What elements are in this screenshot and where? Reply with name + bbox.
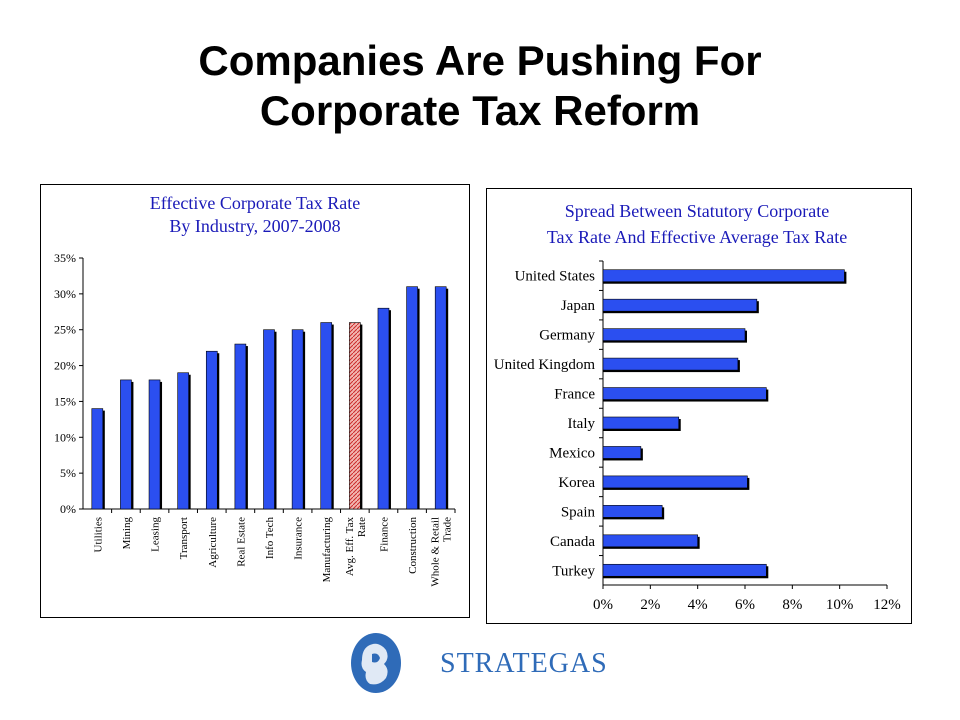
left-category-label: Finance xyxy=(378,517,390,552)
left-bar xyxy=(148,379,161,510)
left-y-tick-label: 30% xyxy=(54,287,76,301)
left-category-label: Transport xyxy=(178,517,190,559)
right-chart-title: Spread Between Statutory Corporate xyxy=(565,201,829,221)
left-bar xyxy=(320,322,333,510)
left-bar xyxy=(291,329,304,510)
left-y-tick-label: 20% xyxy=(54,359,76,373)
left-category-label: Leasing xyxy=(150,517,162,552)
right-x-tick-label: 0% xyxy=(593,597,613,613)
industry-tax-rate-chart: Effective Corporate Tax Rate By Industry… xyxy=(40,184,470,618)
right-bar xyxy=(602,446,642,459)
slide-title: Companies Are Pushing For Corporate Tax … xyxy=(0,36,960,136)
right-bar xyxy=(602,416,680,430)
left-chart-title: Effective Corporate Tax Rate xyxy=(150,193,361,213)
left-category-label-line: Manufacturing xyxy=(321,517,333,583)
tax-spread-chart: Spread Between Statutory Corporate Tax R… xyxy=(486,188,912,624)
right-x-tick-label: 8% xyxy=(782,597,802,613)
left-chart-subtitle: By Industry, 2007-2008 xyxy=(169,216,340,236)
right-x-tick-label: 6% xyxy=(735,597,755,613)
right-category-label: Italy xyxy=(568,416,596,432)
left-category-label-line: Trade xyxy=(442,517,454,542)
left-category-label-line: Insurance xyxy=(293,517,305,560)
strategas-logo: STRATEGAS xyxy=(348,630,607,700)
left-category-label-line: Construction xyxy=(407,517,419,574)
left-category-label: Construction xyxy=(407,517,419,574)
left-bar xyxy=(205,350,218,510)
right-bar xyxy=(602,269,845,283)
right-category-label: United Kingdom xyxy=(494,357,596,373)
right-category-label: Korea xyxy=(558,475,595,491)
left-category-label: Avg. Eff. TaxRate xyxy=(344,517,368,577)
left-category-label-line: Rate xyxy=(356,517,368,537)
left-category-label-line: Real Estate xyxy=(235,517,247,567)
slide-title-line-2: Corporate Tax Reform xyxy=(259,87,701,134)
right-category-label: Turkey xyxy=(552,563,595,579)
left-category-label: Manufacturing xyxy=(321,517,333,583)
left-bar xyxy=(234,343,247,510)
right-category-label: United States xyxy=(515,269,596,285)
left-category-label: Utilities xyxy=(92,517,104,552)
right-category-label: Japan xyxy=(561,298,596,314)
right-chart-subtitle: Tax Rate And Effective Average Tax Rate xyxy=(547,227,847,247)
right-bar xyxy=(602,563,767,577)
left-bar xyxy=(406,286,418,510)
left-bar xyxy=(177,372,189,510)
right-x-tick-label: 10% xyxy=(826,597,854,613)
left-y-tick-label: 0% xyxy=(60,502,76,516)
right-bar xyxy=(602,505,663,518)
right-bar xyxy=(602,357,739,371)
right-x-tick-label: 2% xyxy=(640,597,660,613)
right-category-label: Germany xyxy=(539,328,595,344)
slide-title-line-1: Companies Are Pushing For xyxy=(198,37,762,84)
left-y-tick-label: 35% xyxy=(54,251,76,265)
left-category-label-line: Transport xyxy=(178,517,190,559)
left-y-tick-label: 25% xyxy=(54,323,76,337)
left-category-label-line: Leasing xyxy=(150,517,162,552)
left-category-label-line: Utilities xyxy=(92,517,104,552)
left-bar xyxy=(91,408,104,510)
left-bar xyxy=(434,286,447,510)
left-category-label: Mining xyxy=(121,517,133,550)
left-bar xyxy=(349,322,361,510)
industry-tax-rate-chart-svg: Effective Corporate Tax Rate By Industry… xyxy=(54,193,456,587)
right-category-label: Canada xyxy=(550,534,595,550)
left-category-label-line: Mining xyxy=(121,517,133,550)
left-category-label: Info Tech xyxy=(264,517,276,560)
tax-spread-chart-svg: Spread Between Statutory Corporate Tax R… xyxy=(494,201,901,613)
left-category-label-line: Info Tech xyxy=(264,517,276,560)
left-bar xyxy=(263,329,275,510)
left-category-label-line: Finance xyxy=(378,517,390,552)
right-bar xyxy=(602,328,746,341)
logo-wordmark: STRATEGAS xyxy=(440,648,608,679)
left-category-label: Whole & RetailTrade xyxy=(430,517,454,587)
left-category-label: Insurance xyxy=(293,517,305,560)
left-bar xyxy=(377,307,390,510)
right-bar xyxy=(602,298,758,312)
left-category-label-line: Avg. Eff. Tax xyxy=(344,517,356,577)
left-category-label-line: Whole & Retail xyxy=(430,517,442,587)
right-category-label: France xyxy=(554,387,595,403)
right-category-label: Spain xyxy=(561,504,596,520)
left-category-label: Agriculture xyxy=(207,517,219,568)
right-x-tick-label: 12% xyxy=(873,597,901,613)
left-category-label: Real Estate xyxy=(235,517,247,567)
logo-emblem-icon xyxy=(351,633,401,693)
right-x-tick-label: 4% xyxy=(688,597,708,613)
left-category-label-line: Agriculture xyxy=(207,517,219,568)
left-y-tick-label: 10% xyxy=(54,430,76,444)
right-category-label: Mexico xyxy=(549,445,595,461)
left-y-tick-label: 15% xyxy=(54,394,76,408)
right-bar xyxy=(602,387,767,400)
left-y-tick-label: 5% xyxy=(60,466,76,480)
right-bar xyxy=(602,534,698,548)
left-bar xyxy=(120,379,132,510)
right-bar xyxy=(602,475,748,489)
